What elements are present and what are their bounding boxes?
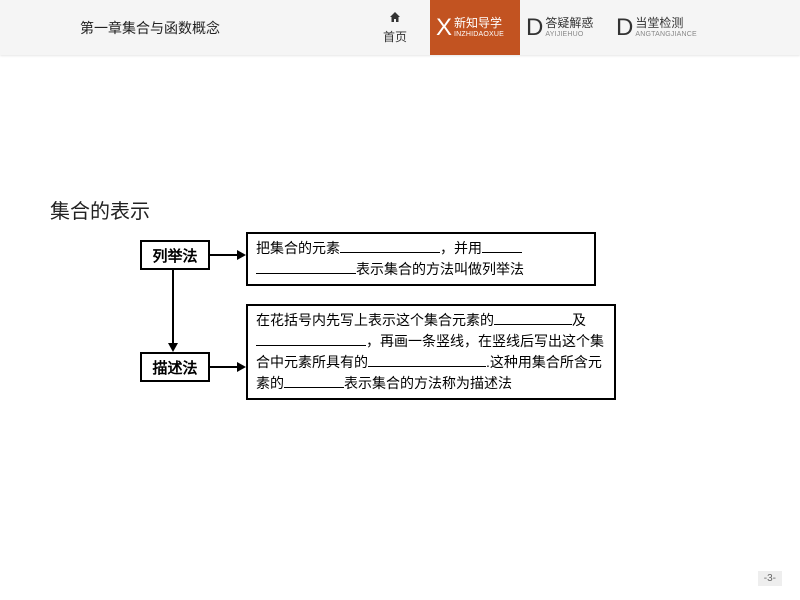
blank [368, 353, 438, 367]
arrow-head [168, 343, 178, 352]
arrow-head [237, 250, 246, 260]
blank [482, 239, 522, 253]
node-description: 描述法 [140, 352, 210, 382]
node-enumeration: 列举法 [140, 240, 210, 270]
tab-dangtangjiance[interactable]: D 当堂检测 ANGTANGJIANCE [610, 0, 700, 55]
blank [438, 353, 486, 367]
tab-py: INZHIDAOXUE [454, 31, 504, 39]
blank [284, 374, 344, 388]
nav-home-label: 首页 [383, 28, 407, 45]
desc-enumeration: 把集合的元素 ，并用 表示集合的方法叫做列举法 [246, 232, 596, 286]
nav: 首页 X 新知导学 INZHIDAOXUE D 答疑解惑 AYIJIEHUO D… [360, 0, 700, 55]
tab-xinzhidaoxue[interactable]: X 新知导学 INZHIDAOXUE [430, 0, 520, 55]
chapter-title: 第一章集合与函数概念 [0, 0, 360, 55]
nav-home[interactable]: 首页 [360, 0, 430, 55]
d1-t3: 表示集合的方法叫做列举法 [356, 261, 524, 277]
page-number: -3- [758, 571, 782, 586]
tab-letter: X [436, 16, 452, 40]
desc-description: 在花括号内先写上表示这个集合元素的及，再画一条竖线，在竖线后写出这个集合中元素所… [246, 304, 616, 400]
arrow-line [210, 254, 238, 256]
blank [256, 260, 356, 274]
node-label: 列举法 [152, 245, 197, 266]
tab-cn: 新知导学 [454, 16, 504, 30]
arrow-line [210, 366, 238, 368]
d1-t2: ，并用 [440, 240, 482, 256]
arrow-head [237, 362, 246, 372]
blank [494, 311, 522, 325]
tab-py: AYIJIEHUO [545, 31, 593, 39]
tab-letter: D [616, 16, 633, 40]
section-title: 集合的表示 [50, 195, 800, 224]
tab-py: ANGTANGJIANCE [635, 31, 697, 39]
d2-t2: 及 [572, 312, 586, 328]
d2-t5: 表示集合的方法称为描述法 [344, 375, 512, 391]
tab-letter: D [526, 16, 543, 40]
tab-cn: 答疑解惑 [545, 16, 593, 30]
diagram: 列举法 描述法 把集合的元素 ，并用 表示集合的方法叫做列举法 在花括号内先写上表… [140, 232, 700, 452]
d2-t1: 在花括号内先写上表示这个集合元素的 [256, 312, 494, 328]
header: 第一章集合与函数概念 首页 X 新知导学 INZHIDAOXUE D 答疑解惑 … [0, 0, 800, 55]
home-icon [389, 11, 401, 26]
content: 集合的表示 列举法 描述法 把集合的元素 ，并用 表示集合的方法叫做列举法 在花括… [0, 55, 800, 452]
node-label: 描述法 [152, 357, 197, 378]
d1-t1: 把集合的元素 [256, 240, 340, 256]
blank [340, 239, 440, 253]
tab-cn: 当堂检测 [635, 16, 697, 30]
blank [256, 332, 366, 346]
tab-dayijiehuo[interactable]: D 答疑解惑 AYIJIEHUO [520, 0, 610, 55]
blank [522, 311, 572, 325]
arrow-line [172, 270, 174, 344]
